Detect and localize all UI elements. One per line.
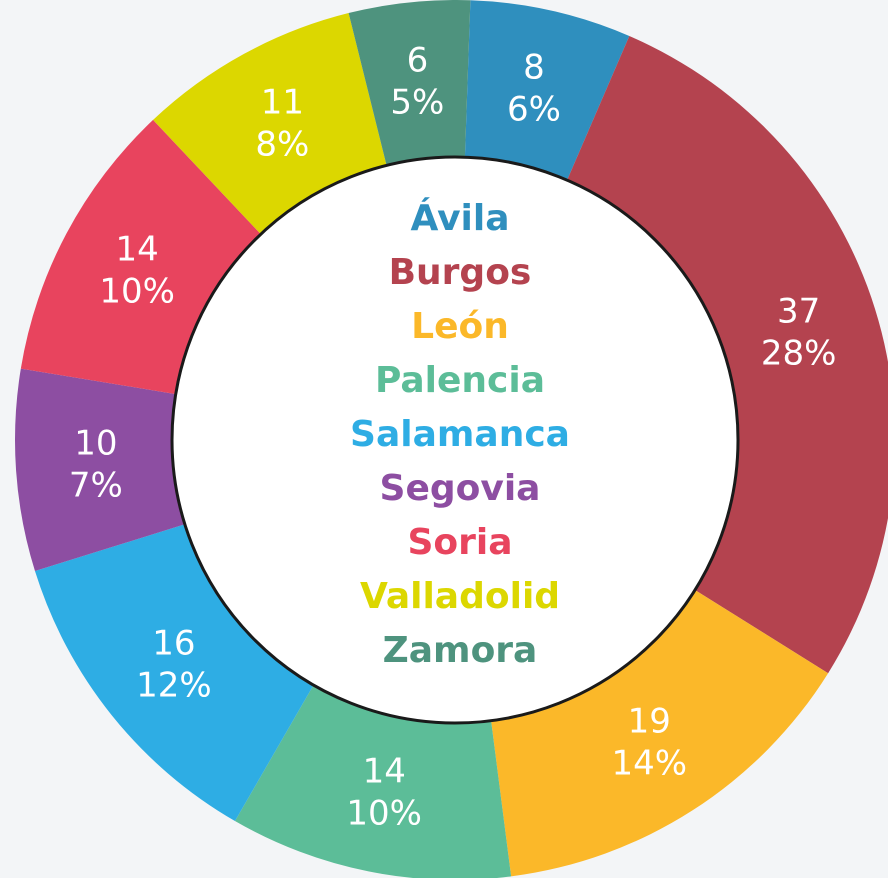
donut-segment <box>153 13 387 235</box>
legend-label: Valladolid <box>360 576 560 617</box>
segment-percent: 10% <box>99 271 175 311</box>
segment-value: 14 <box>363 751 406 791</box>
donut-segment <box>34 524 314 822</box>
donut-segment <box>234 685 512 878</box>
segment-value: 10 <box>74 424 117 464</box>
donut-segment <box>14 368 185 572</box>
segment-percent: 7% <box>69 466 123 506</box>
legend-label: Salamanca <box>350 414 570 455</box>
donut-segment <box>491 589 829 877</box>
legend-label: Soria <box>407 522 512 563</box>
legend-label: Zamora <box>383 630 538 671</box>
segment-percent: 28% <box>761 333 837 373</box>
segment-percent: 6% <box>507 89 561 129</box>
segment-value: 14 <box>116 229 159 269</box>
segment-percent: 14% <box>611 744 687 784</box>
legend-label: Burgos <box>389 252 532 293</box>
legend-label: León <box>411 306 509 347</box>
segment-value: 16 <box>152 623 195 663</box>
segment-value: 11 <box>261 83 304 123</box>
donut-segment <box>567 36 888 674</box>
segment-value: 19 <box>628 702 671 742</box>
donut-segment <box>464 0 630 181</box>
donut-segment <box>348 0 471 166</box>
legend-label: Ávila <box>410 197 509 239</box>
segment-percent: 10% <box>346 793 422 833</box>
segment-value: 8 <box>523 47 545 87</box>
segment-value: 37 <box>777 291 820 331</box>
segment-value: 6 <box>407 40 429 80</box>
segment-percent: 8% <box>255 125 309 165</box>
inner-circle <box>170 155 740 725</box>
legend-label: Palencia <box>375 360 545 401</box>
segment-percent: 12% <box>136 665 212 705</box>
donut-segment <box>20 119 261 395</box>
segment-percent: 5% <box>390 82 444 122</box>
legend-label: Segovia <box>380 468 541 509</box>
